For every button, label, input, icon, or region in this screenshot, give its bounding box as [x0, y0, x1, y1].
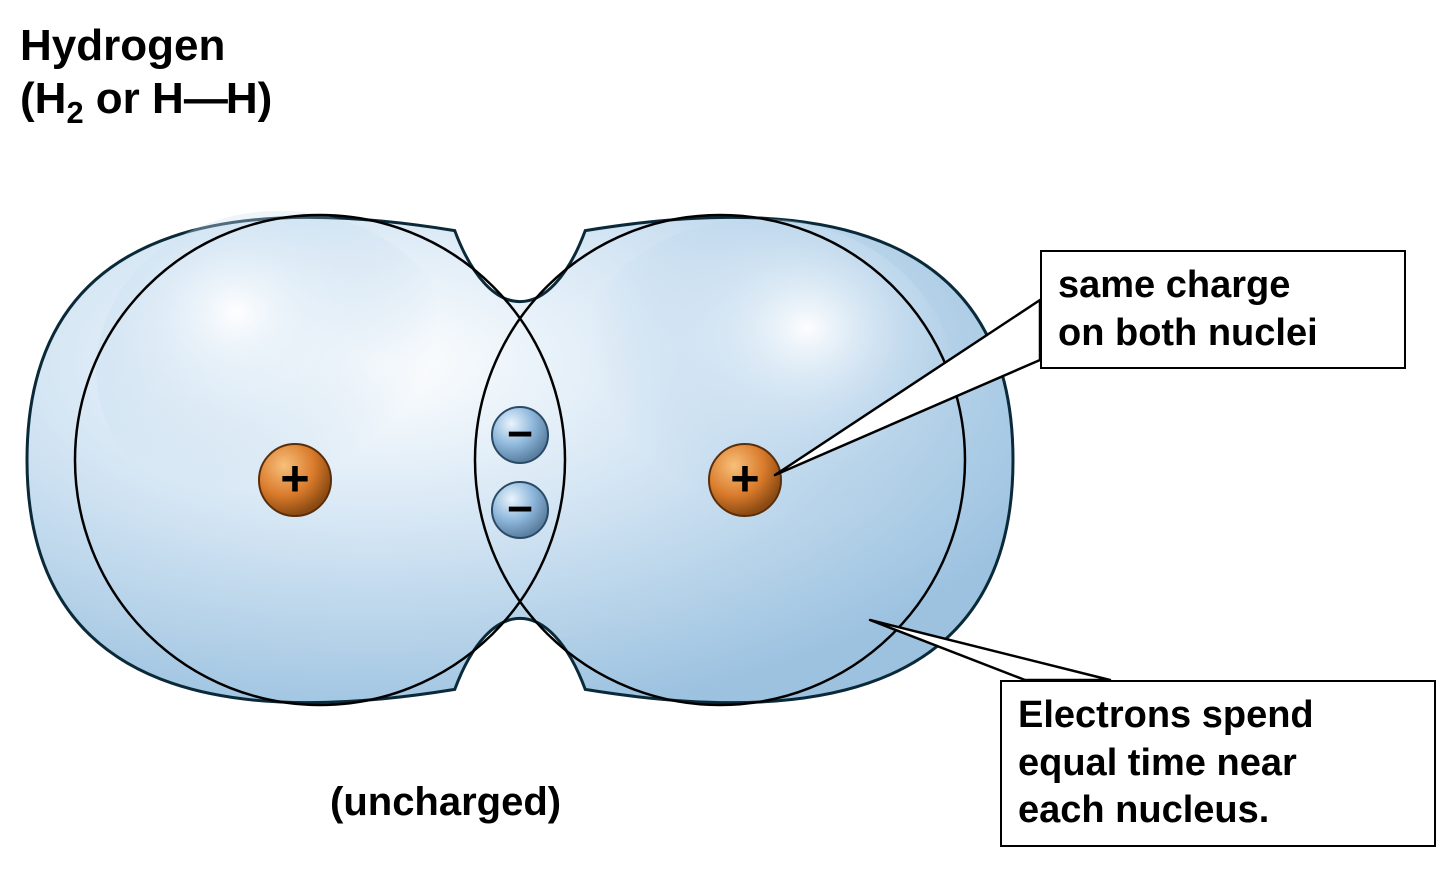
- electron-symbol-1: −: [507, 484, 533, 534]
- callout-electrons-equal-line0: Electrons spend: [1018, 694, 1314, 736]
- diagram-title: Hydrogen(H2 or H—H): [20, 20, 272, 132]
- uncharged-caption: (uncharged): [330, 780, 561, 825]
- title-line2: (H2 or H—H): [20, 74, 272, 123]
- nucleus-symbol-right: +: [730, 449, 759, 506]
- callout-same-charge-line0: same charge: [1058, 264, 1290, 306]
- callout-electrons-equal: Electrons spend equal time near each nucle…: [1000, 680, 1436, 847]
- callout-electrons-equal-line1: equal time near: [1018, 742, 1297, 784]
- callout-same-charge-line1: on both nuclei: [1058, 312, 1318, 354]
- callout-electrons-equal-line2: each nucleus.: [1018, 789, 1269, 831]
- title-line1: Hydrogen: [20, 21, 225, 70]
- electron-symbol-0: −: [507, 409, 533, 459]
- callout-same-charge: same charge on both nuclei: [1040, 250, 1406, 369]
- nucleus-symbol-left: +: [280, 449, 309, 506]
